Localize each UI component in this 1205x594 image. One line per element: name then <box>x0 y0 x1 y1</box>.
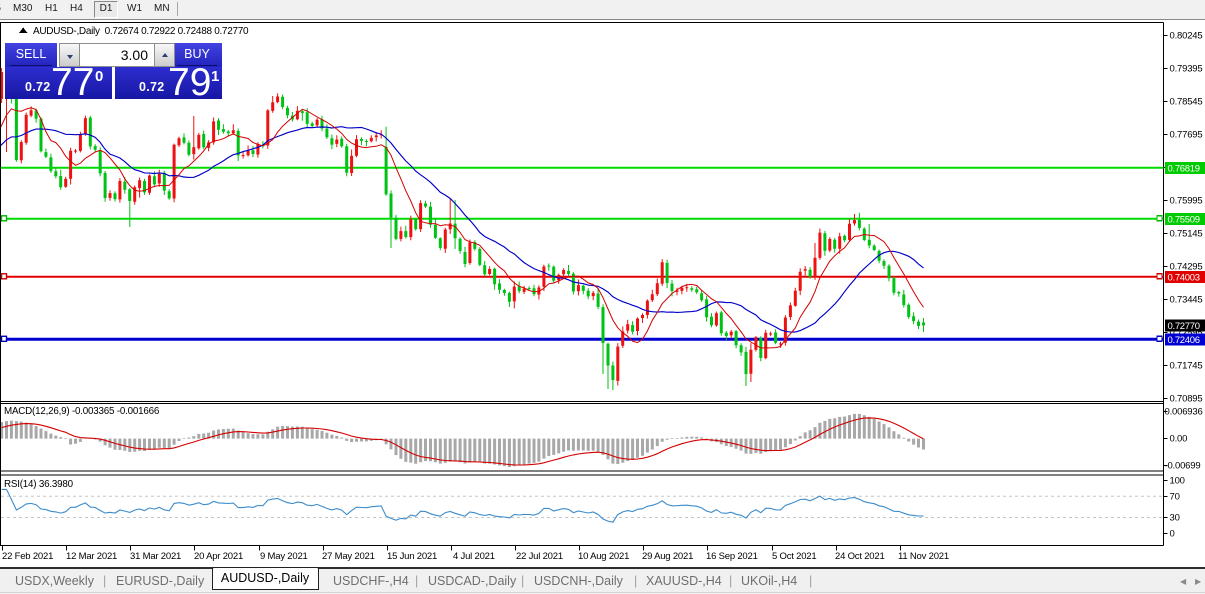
svg-text:11 Nov 2021: 11 Nov 2021 <box>898 551 949 562</box>
svg-text:0: 0 <box>1170 529 1175 540</box>
svg-text:AUDUSD-,Daily 0.72674 0.72922: AUDUSD-,Daily 0.72674 0.72922 0.72488 0.… <box>33 26 249 37</box>
svg-text:0.72406: 0.72406 <box>1168 335 1200 346</box>
svg-text:27 May 2021: 27 May 2021 <box>322 551 375 562</box>
svg-text:0.74003: 0.74003 <box>1168 272 1200 283</box>
svg-text:0.70895: 0.70895 <box>1170 394 1203 405</box>
svg-text:0.75509: 0.75509 <box>1168 214 1200 225</box>
svg-text:70: 70 <box>1170 492 1180 503</box>
svg-text:0.72595: 0.72595 <box>1170 328 1203 339</box>
svg-text:20 Apr 2021: 20 Apr 2021 <box>194 551 243 562</box>
svg-text:0.00: 0.00 <box>1170 434 1188 445</box>
svg-text:0.006936: 0.006936 <box>1165 407 1203 418</box>
svg-text:0.74295: 0.74295 <box>1170 262 1203 273</box>
svg-text:0.76819: 0.76819 <box>1168 163 1200 174</box>
svg-text:0.71745: 0.71745 <box>1170 361 1203 372</box>
svg-text:30: 30 <box>1170 513 1180 524</box>
svg-text:4 Jul 2021: 4 Jul 2021 <box>453 551 495 562</box>
svg-text:-0.00699: -0.00699 <box>1165 461 1201 472</box>
svg-text:24 Oct 2021: 24 Oct 2021 <box>835 551 885 562</box>
svg-text:0.79395: 0.79395 <box>1170 64 1203 75</box>
svg-text:31 Mar 2021: 31 Mar 2021 <box>130 551 181 562</box>
svg-text:5 Oct 2021: 5 Oct 2021 <box>772 551 816 562</box>
svg-text:12 Mar 2021: 12 Mar 2021 <box>66 551 117 562</box>
svg-text:29 Aug 2021: 29 Aug 2021 <box>642 551 693 562</box>
svg-text:0.77695: 0.77695 <box>1170 130 1203 141</box>
svg-text:0.75145: 0.75145 <box>1170 229 1203 240</box>
svg-text:16 Sep 2021: 16 Sep 2021 <box>706 551 758 562</box>
svg-text:0.75995: 0.75995 <box>1170 196 1203 207</box>
svg-text:MACD(12,26,9) -0.003365 -0.001: MACD(12,26,9) -0.003365 -0.001666 <box>4 406 160 417</box>
svg-text:0.78545: 0.78545 <box>1170 97 1203 108</box>
svg-text:22 Feb 2021: 22 Feb 2021 <box>2 551 53 562</box>
svg-text:0.80245: 0.80245 <box>1170 31 1203 42</box>
svg-text:9 May 2021: 9 May 2021 <box>260 551 308 562</box>
svg-text:0.73445: 0.73445 <box>1170 295 1203 306</box>
svg-text:22 Jul 2021: 22 Jul 2021 <box>516 551 563 562</box>
svg-text:10 Aug 2021: 10 Aug 2021 <box>578 551 629 562</box>
svg-text:0.72770: 0.72770 <box>1168 321 1200 332</box>
svg-text:100: 100 <box>1170 476 1185 487</box>
svg-text:15 Jun 2021: 15 Jun 2021 <box>387 551 437 562</box>
svg-text:RSI(14) 36.3980: RSI(14) 36.3980 <box>4 479 74 490</box>
